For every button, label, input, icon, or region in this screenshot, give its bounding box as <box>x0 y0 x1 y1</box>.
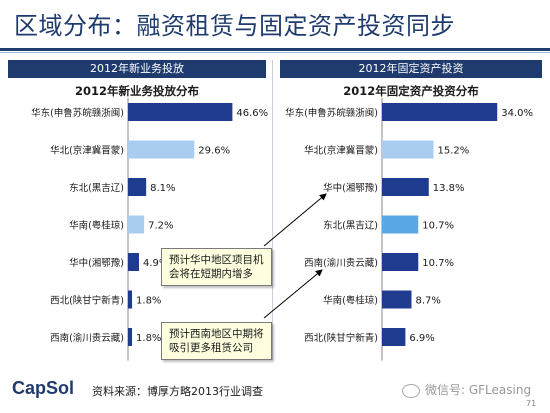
callout-southwest-china-line1: 预计西南地区中期将 <box>169 328 264 340</box>
title-rule <box>0 48 550 51</box>
category-label: 华北(京津冀晋蒙) <box>304 145 378 157</box>
category-label: 西北(陕甘宁新青) <box>50 295 124 307</box>
callout-central-china-line1: 预计华中地区项目机 <box>169 254 264 266</box>
category-label: 华北(京津冀晋蒙) <box>50 145 124 157</box>
value-label: 13.8% <box>433 183 465 194</box>
bar <box>382 290 412 309</box>
bar <box>382 215 419 234</box>
callout-central-china-line2: 会将在短期内增多 <box>169 268 253 280</box>
value-label: 46.6% <box>236 108 268 119</box>
callout-southwest-china: 预计西南地区中期将 吸引更多租赁公司 <box>161 322 272 360</box>
category-label: 西南(渝川贵云藏) <box>50 332 124 344</box>
right-panel-header: 2012年固定资产投资 <box>280 60 542 78</box>
wechat-id: 微信号: GFLeasing <box>425 383 532 397</box>
bar <box>128 328 133 346</box>
capsol-logo: CapSol <box>12 378 75 398</box>
right-bar-chart: 华东(申鲁苏皖赣浙闽) 34.0% 华北(京津冀晋蒙) 15.2% 华中(湘鄂豫) 13.… <box>285 98 533 361</box>
value-label: 34.0% <box>501 108 533 119</box>
category-label: 华南(粤桂琼) <box>323 295 378 307</box>
value-label: 8.7% <box>415 296 440 307</box>
title-rule-thin <box>0 52 550 53</box>
category-label: 华中(湘鄂豫) <box>323 182 378 194</box>
category-label: 东北(黑吉辽) <box>323 220 378 232</box>
category-label: 华南(粤桂琼) <box>69 220 124 232</box>
left-panel-header: 2012年新业务投放 <box>8 60 266 78</box>
value-label: 1.8% <box>136 333 161 344</box>
bar <box>128 178 147 196</box>
value-label: 29.6% <box>198 146 230 157</box>
bar <box>382 253 419 271</box>
left-bar-chart: 华东(申鲁苏皖赣浙闽) 46.6% 华北(京津冀晋蒙) 29.6% 东北(黑吉辽) 8.1… <box>31 98 268 361</box>
category-label: 华东(申鲁苏皖赣浙闽) <box>285 107 378 119</box>
bar <box>382 140 434 159</box>
source-note: 资料来源：博厚方略2013行业调查 <box>92 385 263 398</box>
page-number: 71 <box>526 399 537 408</box>
value-label: 6.9% <box>409 333 434 344</box>
left-panel-subtitle: 2012年新业务投放分布 <box>74 84 199 98</box>
bar <box>128 253 139 271</box>
value-label: 10.7% <box>422 221 454 232</box>
value-label: 4.9% <box>143 258 168 269</box>
category-label: 华东(申鲁苏皖赣浙闽) <box>31 107 124 119</box>
value-label: 7.2% <box>148 221 173 232</box>
value-label: 1.8% <box>136 296 161 307</box>
value-label: 10.7% <box>422 258 454 269</box>
wechat-icon <box>402 383 420 398</box>
bar <box>128 290 133 309</box>
category-label: 西南(渝川贵云藏) <box>304 257 378 269</box>
value-label: 15.2% <box>438 146 470 157</box>
callout-central-china: 预计华中地区项目机 会将在短期内增多 <box>161 248 272 286</box>
category-label: 西北(陕甘宁新青) <box>304 332 378 344</box>
page-title: 区域分布：融资租赁与固定资产投资同步 <box>14 12 455 40</box>
bar <box>382 178 429 196</box>
wechat-watermark: 微信号: GFLeasing <box>402 381 531 398</box>
bar <box>128 103 233 121</box>
bar <box>382 328 406 346</box>
bar <box>128 140 195 159</box>
category-label: 东北(黑吉辽) <box>69 182 124 194</box>
category-label: 华中(湘鄂豫) <box>69 257 124 269</box>
bar <box>128 215 145 234</box>
callout-southwest-china-line2: 吸引更多租赁公司 <box>169 342 253 354</box>
right-panel-subtitle: 2012年固定资产投资分布 <box>343 84 479 98</box>
panel-divider <box>272 60 273 360</box>
bar <box>382 103 498 121</box>
value-label: 8.1% <box>150 183 175 194</box>
